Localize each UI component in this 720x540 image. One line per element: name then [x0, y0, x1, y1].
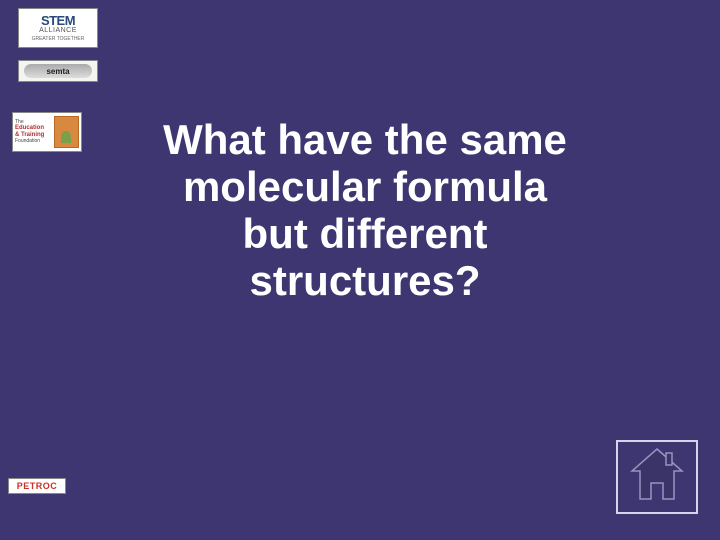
question-line-1: What have the same [115, 116, 615, 163]
education-training-logo: The Education & Training Foundation [12, 112, 82, 152]
et-logo-text: The Education & Training Foundation [15, 120, 52, 144]
home-button[interactable] [616, 440, 698, 514]
semta-logo-label: semta [24, 64, 92, 78]
question-line-4: structures? [115, 257, 615, 304]
question-line-3: but different [115, 210, 615, 257]
stem-logo-main: STEM [41, 14, 75, 27]
semta-logo: semta [18, 60, 98, 82]
petroc-logo: PETROC [8, 478, 66, 494]
et-logo-icon [54, 116, 79, 148]
question-line-2: molecular formula [115, 163, 615, 210]
question-text: What have the same molecular formula but… [115, 116, 615, 304]
stem-logo-tag: GREATER TOGETHER [32, 36, 85, 42]
stem-alliance-logo: STEM ALLIANCE GREATER TOGETHER [18, 8, 98, 48]
petroc-logo-label: PETROC [17, 481, 58, 491]
stem-logo-sub: ALLIANCE [39, 27, 77, 34]
home-icon [630, 447, 684, 508]
